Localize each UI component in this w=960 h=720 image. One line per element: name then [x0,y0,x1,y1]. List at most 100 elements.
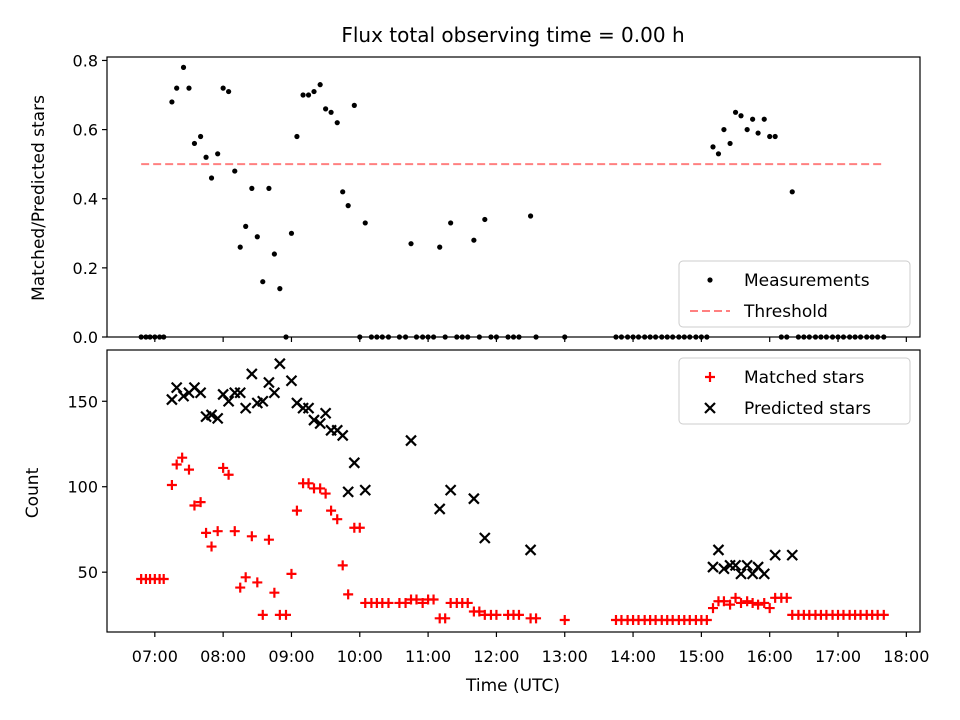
panel1-series0-point-99 [781,592,792,603]
panel1-series0-point-8 [177,452,188,463]
panel0-series0-point-54 [448,220,454,226]
panel1-series0-point-21 [252,577,263,588]
panel1-series0-point-35 [332,514,343,525]
panel1-series0-point-9 [183,464,194,475]
panel1-ytick-label-0: 50 [78,563,98,582]
panel1-series0-point-62 [491,609,502,620]
panel1-series1-point-10 [222,395,235,408]
panel1-series0-point-92 [742,596,753,607]
panel1-series1-point-35 [444,484,457,496]
panel0-series0-point-25 [277,286,283,292]
panel0-series0-point-66 [527,213,534,219]
panel1-series0-point-20 [246,531,257,542]
panel1-series0-point-46 [400,597,411,608]
panel0-series0-point-40 [362,220,368,226]
panel0-series0-point-29 [300,92,306,98]
panel0-series0-point-30 [305,92,312,98]
panel1-series0-point-33 [320,488,331,499]
panel0-ytick-label-4: 0.8 [73,51,98,70]
panel1-series1-point-16 [256,395,269,408]
panel1-series0-point-34 [326,505,337,516]
panel0-series0-point-100 [789,189,795,195]
panel1-series1-point-36 [468,492,480,505]
xtick-label-5: 12:00 [473,647,519,666]
panel0-series0-point-12 [203,154,209,160]
panel1-series1-point-34 [433,503,446,515]
panel0-series0-point-37 [345,203,351,209]
panel1-series1-point-5 [194,386,207,399]
panel1-ytick-label-1: 100 [67,478,98,497]
xtick-label-2: 09:00 [268,647,314,666]
panel1-legend-swatch-0 [705,372,715,382]
panel0-ytick-label-2: 0.4 [73,190,98,209]
panel1-series0-point-11 [195,497,206,508]
panel1-series1-point-50 [786,549,799,561]
panel0-legend-label-0: Measurements [744,271,870,291]
panel1-series0-point-44 [383,597,394,608]
panel0-series0-point-92 [744,126,750,133]
panel0-series0-point-95 [761,116,767,122]
xtick-label-9: 16:00 [747,647,793,666]
panel1-series1-point-40 [712,544,725,556]
panel0-series0-point-20 [249,185,255,191]
panel1-legend-label-1: Predicted stars [744,399,871,419]
panel1-series0-point-59 [474,606,485,617]
panel1-series1-point-12 [234,386,247,399]
panel1-series0-point-95 [759,597,770,608]
panel1-series0-point-90 [730,592,741,603]
panel0-legend-label-1: Threshold [743,302,828,322]
panel1-series0-point-65 [513,609,524,620]
panel0-series0-point-58 [471,237,477,243]
panel1-series1-point-23 [302,402,315,414]
panel1-series0-point-22 [257,609,268,620]
panel1-series0-point-6 [166,480,177,491]
panel0-ytick-label-3: 0.6 [73,121,98,140]
panel0-series0-point-16 [226,88,232,95]
panel1-series0-point-116 [878,609,889,620]
panel1-series1-point-43 [729,559,742,572]
panel0-series0-point-8 [180,64,187,70]
panel1-series1-point-1 [170,381,183,394]
panel1-series1-point-17 [263,376,275,389]
panel1-series1-point-49 [769,549,781,561]
panel0-series0-point-10 [191,140,198,147]
panel1-legend-swatch-1 [704,402,716,414]
panel1-series0-point-36 [337,560,348,571]
panel0-series0-point-17 [232,168,238,174]
panel1-series1-point-8 [211,412,224,425]
panel1-series0-point-24 [269,587,280,598]
panel0-series0-point-38 [351,102,357,108]
panel1-series1-point-45 [741,559,753,572]
panel1-series0-point-39 [354,522,365,533]
panel0-legend-swatch-0 [707,277,713,283]
panel1-series1-point-29 [336,429,349,442]
panel0-series0-point-32 [317,82,323,88]
panel1-legend [678,357,911,425]
x-axis-title: Time (UTC) [465,676,560,696]
panel0-frame [106,56,921,338]
panel0-series0-point-90 [732,109,739,115]
panel0-series0-point-36 [340,189,346,195]
panel1-series1-point-14 [246,368,258,380]
y-axis-title-bottom: Count [23,467,43,518]
panel1-series0-point-15 [218,462,229,473]
panel1-series0-point-96 [764,603,775,614]
panel1-series0-point-12 [201,527,212,538]
xtick-label-6: 13:00 [542,647,588,666]
panel1-series1-point-39 [707,561,719,573]
panel1-series0-point-16 [223,469,234,480]
xtick-label-0: 07:00 [132,647,178,666]
panel1-series0-point-48 [411,594,422,605]
panel0-series0-point-11 [197,133,204,140]
panel1-series0-point-53 [440,613,451,624]
panel1-series1-point-24 [308,414,320,426]
panel1-series0-point-10 [189,500,200,511]
panel0-series0-point-52 [437,244,443,250]
panel0-series0-point-60 [482,216,488,223]
panel1-series1-point-37 [479,532,491,544]
panel0-series0-point-91 [738,113,744,119]
panel1-series0-point-27 [286,568,297,579]
panel1-series0-point-13 [206,541,217,552]
y-axis-title-top: Matched/Predicted stars [29,95,49,301]
panel1-series1-point-18 [268,386,281,399]
